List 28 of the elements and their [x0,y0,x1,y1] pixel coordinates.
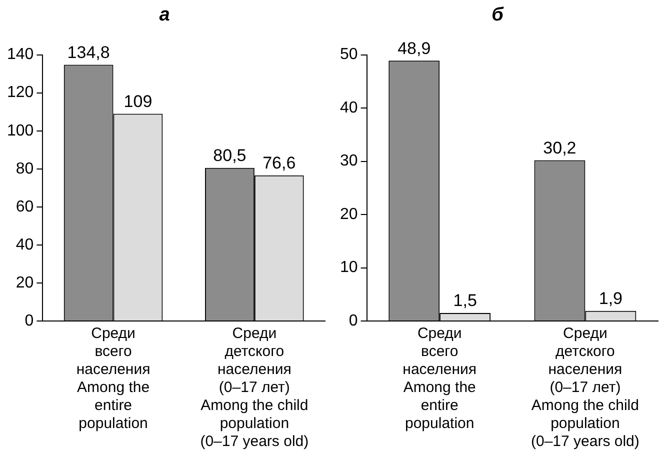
data-label: 109 [124,92,152,111]
y-tick-label: 120 [6,84,34,102]
y-tick-label: 20 [340,206,358,223]
y-tick-label: 20 [16,274,34,292]
x-tick-label: Среди детского населения (0–17 лет) Among the child population (0–17 years old) [530,325,640,450]
y-tick-label: 50 [340,46,358,64]
data-label: 1,5 [453,291,477,310]
y-tick-label: 40 [340,99,358,116]
data-label: 80,5 [213,146,246,166]
y-tick-label: 60 [16,198,34,216]
y-tick-label: 0 [24,312,34,330]
x-tick-label: Среди детского населения (0–17 лет) Among the child population (0–17 years old) [200,325,309,450]
chart-title: а [159,4,170,26]
data-label: 1,9 [598,289,622,308]
data-label: 48,9 [398,38,431,58]
data-label: 134,8 [67,42,110,62]
data-label: 30,2 [543,138,576,158]
y-tick-label: 0 [348,312,358,330]
y-tick-label: 100 [6,122,34,140]
y-tick-label: 30 [340,152,358,170]
y-tick-label: 10 [340,259,358,276]
chart-title: б [492,4,505,26]
y-tick-label: 140 [6,46,34,64]
data-label: 76,6 [262,154,296,173]
y-tick-label: 80 [16,160,34,178]
x-tick-label: Среди всего населения Among the entire population [76,325,150,432]
x-tick-label: Среди всего населения Among the entire population [402,325,477,432]
y-tick-label: 40 [16,236,34,254]
